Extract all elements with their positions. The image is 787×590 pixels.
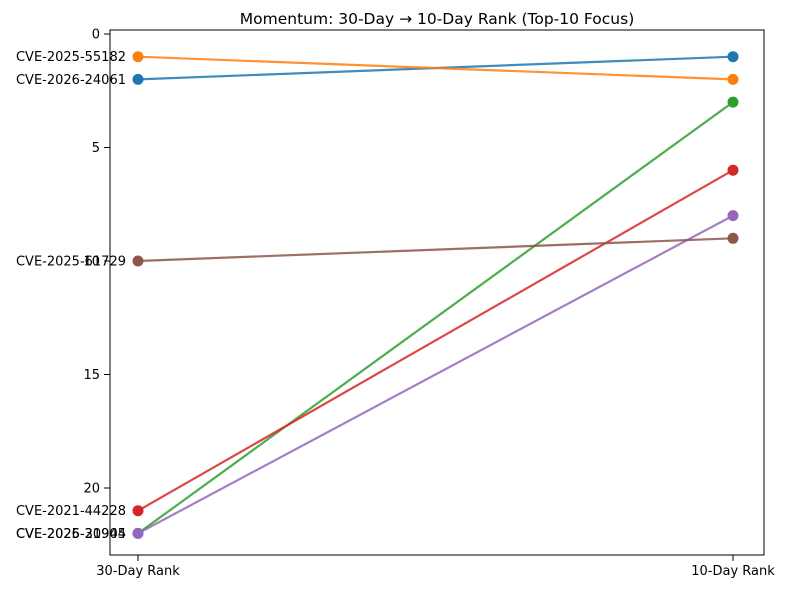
y-tick-label: 20 (83, 482, 100, 497)
series-line (136, 214, 735, 535)
series-start-dot (132, 505, 144, 517)
series-label: CVE-2026-24061 (16, 73, 126, 88)
y-tick-label: 15 (83, 368, 100, 383)
series-CVE-2025-21904 (132, 96, 739, 539)
series-label: CVE-2025-61729 (16, 255, 126, 270)
series-labels-layer: CVE-2026-24061 CVE-2025-55182 CVE-2025-219… (16, 50, 126, 542)
series-start-dot (132, 527, 144, 539)
y-tick-label: 0 (92, 28, 100, 43)
x-tick-label: 30-Day Rank (96, 564, 180, 579)
series-label: CVE-2021-44228 (16, 504, 126, 519)
series-layer (132, 51, 739, 539)
series-start-dot (132, 51, 144, 63)
series-label: CVE-2026-30945 (16, 527, 126, 542)
series-end-dot (727, 73, 739, 85)
series-CVE-2021-44228 (132, 164, 739, 517)
y-tick-label: 5 (92, 141, 100, 156)
series-CVE-2026-30945 (132, 210, 739, 539)
chart-title: Momentum: 30-Day → 10-Day Rank (Top-10 F… (240, 10, 635, 28)
x-axis: 30-Day Rank 10-Day Rank (96, 555, 775, 579)
series-end-dot (727, 51, 739, 63)
series-end-dot (727, 210, 739, 222)
series-end-dot (727, 232, 739, 244)
x-tick-label: 10-Day Rank (691, 564, 775, 579)
series-line (136, 237, 735, 263)
series-line (136, 100, 735, 535)
series-start-dot (132, 73, 144, 85)
y-tick-label: 10 (83, 255, 100, 270)
series-start-dot (132, 255, 144, 267)
series-line (136, 169, 735, 512)
series-label: CVE-2025-21904 (16, 527, 126, 542)
plot-area-border (109, 29, 765, 556)
series-end-dot (727, 164, 739, 176)
series-label: CVE-2025-55182 (16, 50, 126, 65)
series-CVE-2025-55182 (132, 51, 739, 85)
series-CVE-2025-61729 (132, 232, 739, 267)
series-end-dot (727, 96, 739, 108)
series-line (136, 55, 735, 81)
y-axis: 0 5 10 15 20 (83, 28, 110, 497)
